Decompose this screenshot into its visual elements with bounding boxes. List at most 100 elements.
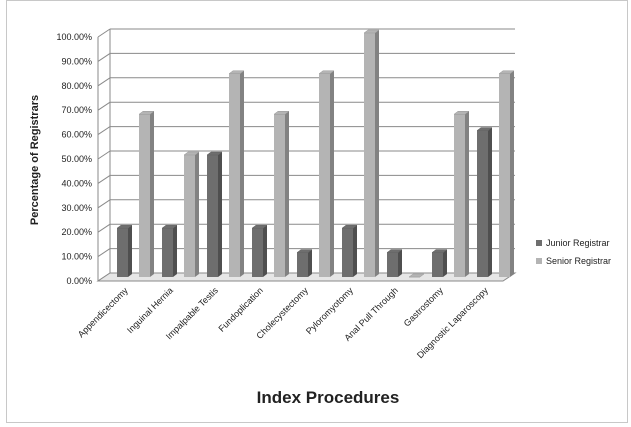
bar-junior-registrar [206, 151, 223, 277]
bar-top [161, 224, 178, 229]
x-axis-title: Index Procedures [257, 388, 400, 407]
y-tick-label: 50.00% [61, 154, 92, 164]
legend-label-junior: Junior Registrar [546, 238, 610, 248]
bar-senior-registrar [318, 70, 335, 277]
bar-junior-registrar [431, 249, 448, 277]
y-tick-label: 40.00% [61, 178, 92, 188]
tick-labels: 0.00% 10.00% 20.00% 30.00% 40.00% 50.00% 60.00… [56, 32, 490, 360]
gridline-side [97, 248, 111, 258]
bar-side [150, 111, 154, 277]
bar-senior-registrar [363, 29, 380, 277]
y-tick-label: 20.00% [61, 227, 92, 237]
gridline-side [97, 77, 111, 87]
bar-top [206, 151, 223, 156]
bar-side [285, 111, 289, 277]
bar-top [476, 127, 493, 131]
bar-front [364, 33, 375, 277]
bar-front [184, 155, 195, 277]
bar-side [398, 249, 402, 277]
x-tick-label: Pyloromyotomy [304, 285, 355, 336]
bar-senior-registrar [273, 111, 290, 277]
bar-front [432, 252, 443, 277]
bar-front [319, 73, 330, 277]
bar-side [128, 225, 132, 277]
bar-front [454, 114, 465, 277]
bar-senior-registrar [453, 111, 470, 277]
bar-front [477, 130, 488, 277]
bar-front [274, 114, 285, 277]
bar-front [139, 114, 150, 277]
legend-label-senior: Senior Registrar [546, 256, 612, 266]
bar-side [263, 225, 267, 277]
legend-swatch-senior [536, 258, 542, 264]
bar-top [116, 224, 133, 229]
bar-senior-registrar [228, 70, 245, 277]
bar-front [207, 155, 218, 277]
bar-top [386, 249, 403, 253]
bar-front [229, 73, 240, 277]
bar-top [251, 224, 268, 229]
bar-front [297, 252, 308, 277]
y-tick-label: 70.00% [61, 105, 92, 115]
bar-senior-registrar [498, 70, 515, 277]
bar-side [195, 152, 199, 277]
bar-senior-registrar [408, 273, 425, 278]
bar-senior-registrar [183, 151, 200, 277]
gridline-side [97, 150, 111, 160]
bar-top [363, 29, 380, 34]
bar-junior-registrar [251, 224, 268, 277]
bar-top [318, 70, 335, 74]
y-tick-label: 30.00% [61, 203, 92, 213]
y-axis-title: Percentage of Registrars [29, 95, 41, 225]
x-tick-label: Appendicectomy [76, 285, 130, 339]
bar-top [296, 249, 313, 253]
bar-top [408, 273, 425, 278]
bar-top [453, 111, 470, 115]
y-tick-label: 60.00% [61, 130, 92, 140]
bar-side [308, 249, 312, 277]
gridline-side [97, 28, 111, 38]
bar-top [341, 224, 358, 229]
bar-front [342, 228, 353, 277]
x-tick-label: Fundoplication [216, 285, 264, 333]
bar-junior-registrar [386, 249, 403, 277]
bar-front [162, 228, 173, 277]
bar-top [138, 111, 155, 115]
y-tick-label: 80.00% [61, 81, 92, 91]
x-tick-label: Gastrostomy [402, 285, 445, 328]
legend-swatch-junior [536, 240, 542, 246]
bar-side [465, 111, 469, 277]
bar-junior-registrar [161, 224, 178, 277]
gridline-side [97, 101, 111, 111]
gridline-side [97, 52, 111, 62]
gridline-side [97, 223, 111, 233]
gridlines [97, 28, 515, 282]
bar-junior-registrar [116, 224, 133, 277]
x-tick-label: Inguinal Hernia [125, 285, 175, 335]
gridline-side [97, 126, 111, 136]
bars [116, 29, 515, 278]
bar-top [183, 151, 200, 156]
bar-side [173, 225, 177, 277]
bar-senior-registrar [138, 111, 155, 277]
bar-front [117, 228, 128, 277]
bar-side [510, 70, 514, 277]
bar-top [273, 111, 290, 115]
bar-side [443, 249, 447, 277]
y-tick-label: 100.00% [56, 32, 92, 42]
bar-top [431, 249, 448, 253]
bar-junior-registrar [296, 249, 313, 277]
bar-top [498, 70, 515, 74]
bar-junior-registrar [476, 127, 493, 277]
gridline-side [97, 199, 111, 209]
gridline-side [97, 174, 111, 184]
bar-side [375, 30, 379, 277]
y-tick-label: 10.00% [61, 252, 92, 262]
bar-front [387, 252, 398, 277]
y-tick-label: 90.00% [61, 56, 92, 66]
bar-side [488, 127, 492, 277]
bar-top [228, 70, 245, 74]
bar-side [240, 70, 244, 277]
legend-item-senior: Senior Registrar [536, 252, 611, 270]
